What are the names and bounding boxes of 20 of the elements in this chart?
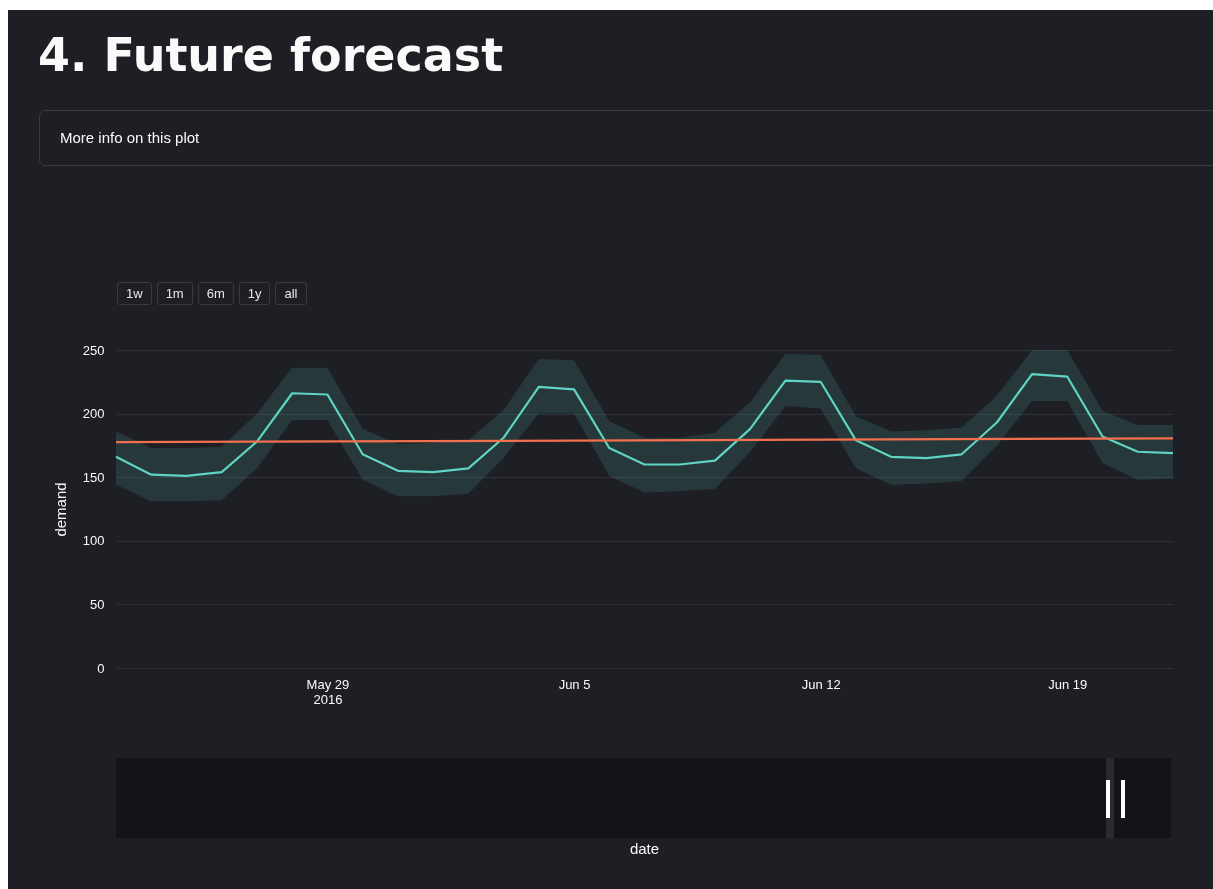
y-tick-label: 0 [97,660,105,676]
text: 6m [197,282,234,305]
y-tick-label: 100 [82,533,105,549]
line-series [114,373,1175,478]
y-axis-title: demand [51,482,69,537]
x-tick-label: Jun 12 [801,676,841,692]
chart-title: 4. Future forecast [38,28,504,82]
text: 1y [238,282,271,305]
x-tick-label: Jun 5 [558,676,591,692]
text: date [628,840,661,857]
text: More info on this plot [39,110,1213,166]
text: all [275,282,307,305]
y-tick-label: 200 [82,406,105,422]
text: 1m [156,282,193,305]
x-tick-label: May 29 2016 [306,676,350,707]
y-tick-label: 150 [82,469,105,485]
x-tick-label: Jun 19 [1048,676,1088,692]
y-tick-label: 50 [90,596,105,612]
text: 1w [117,282,152,305]
y-tick-label: 250 [82,342,105,358]
